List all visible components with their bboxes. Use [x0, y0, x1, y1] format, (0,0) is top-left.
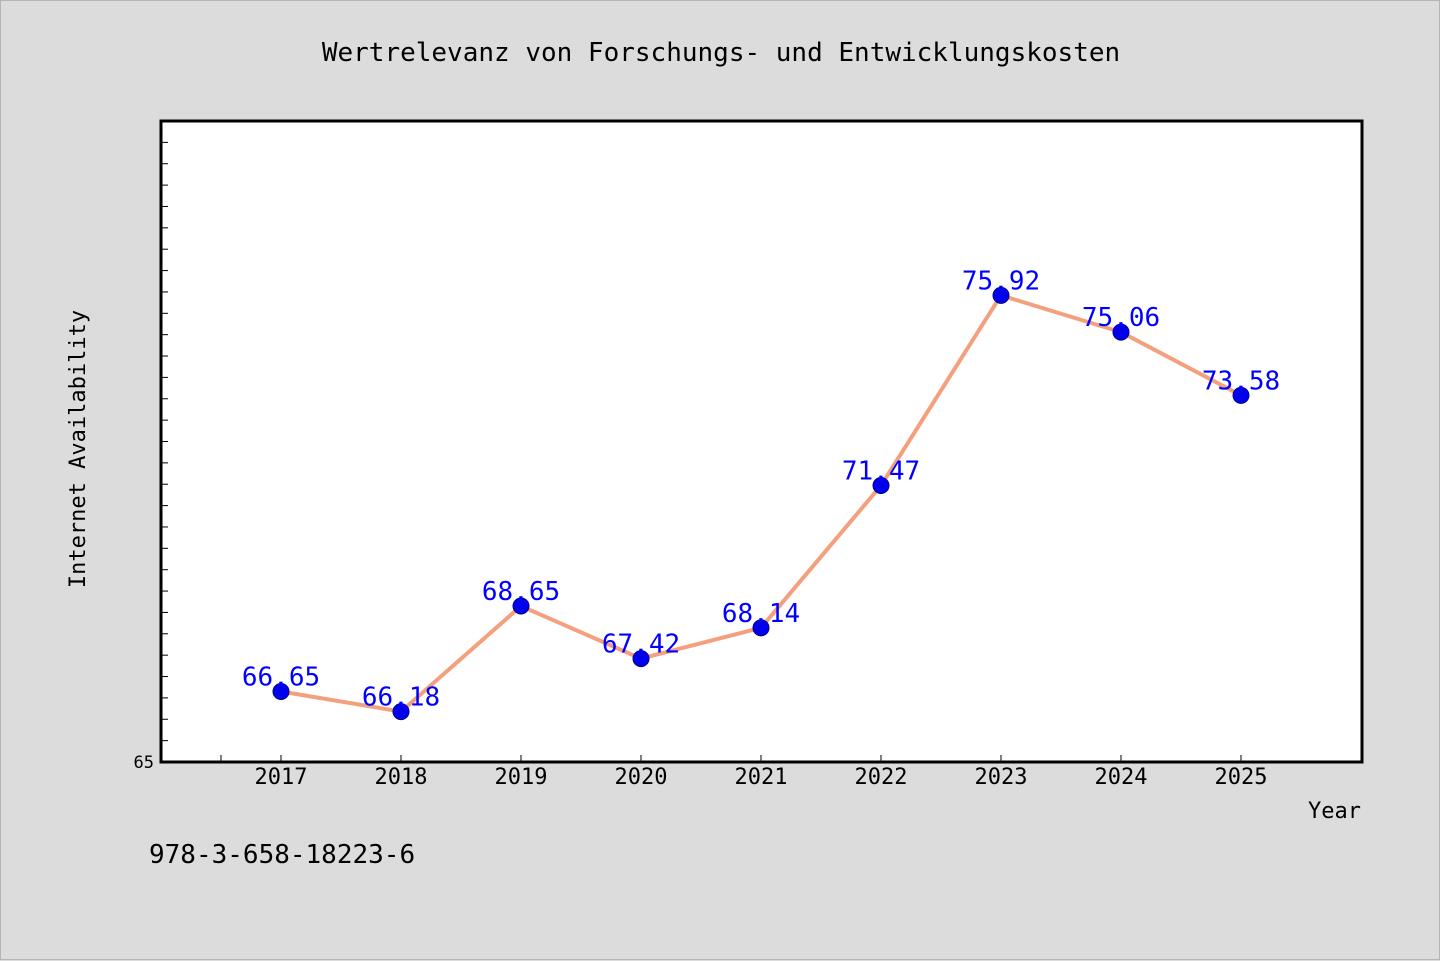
data-label: 71.47 [842, 457, 920, 487]
y-axis-ticks [161, 141, 168, 742]
data-point [872, 477, 890, 495]
x-tick-label: 2018 [375, 765, 428, 790]
x-tick-label: 2019 [495, 765, 548, 790]
x-tick-label: 2025 [1215, 765, 1268, 790]
chart-title: Wertrelevanz von Forschungs- und Entwick… [322, 38, 1120, 68]
data-label: 68.14 [722, 599, 800, 629]
x-tick-label: 2020 [615, 765, 668, 790]
footer-text: 978-3-658-18223-6 [149, 840, 415, 870]
data-point [752, 619, 770, 637]
data-point [272, 682, 290, 700]
y-axis-label: Internet Availability [66, 310, 91, 588]
data-point [1112, 323, 1130, 341]
x-tick-label: 2017 [255, 765, 308, 790]
data-point [392, 703, 410, 721]
series-markers [272, 286, 1250, 721]
data-label: 75.92 [962, 266, 1040, 296]
x-axis-tick-labels: 2017 2018 2019 2020 2021 2022 2023 2024 2025 [255, 765, 1268, 790]
x-tick-label: 2021 [735, 765, 788, 790]
data-label: 68.65 [482, 577, 560, 607]
data-point [512, 597, 530, 615]
data-point [632, 650, 650, 668]
x-axis-ticks [220, 755, 1242, 762]
y-tick-label: 65 [134, 753, 154, 773]
x-tick-label: 2023 [975, 765, 1028, 790]
data-label: 67.42 [602, 630, 680, 660]
data-labels: 66.65 66.18 68.65 67.42 68.14 71.47 75.92 75.06… [242, 266, 1280, 712]
x-axis-label: Year [1308, 799, 1361, 824]
data-point [1232, 386, 1250, 404]
data-label: 73.58 [1202, 366, 1280, 396]
data-label: 75.06 [1082, 303, 1160, 333]
data-label: 66.18 [362, 683, 440, 713]
data-label: 66.65 [242, 662, 320, 692]
plot-area [159, 119, 1364, 764]
x-tick-label: 2024 [1095, 765, 1148, 790]
data-point [992, 286, 1010, 304]
x-tick-label: 2022 [855, 765, 908, 790]
